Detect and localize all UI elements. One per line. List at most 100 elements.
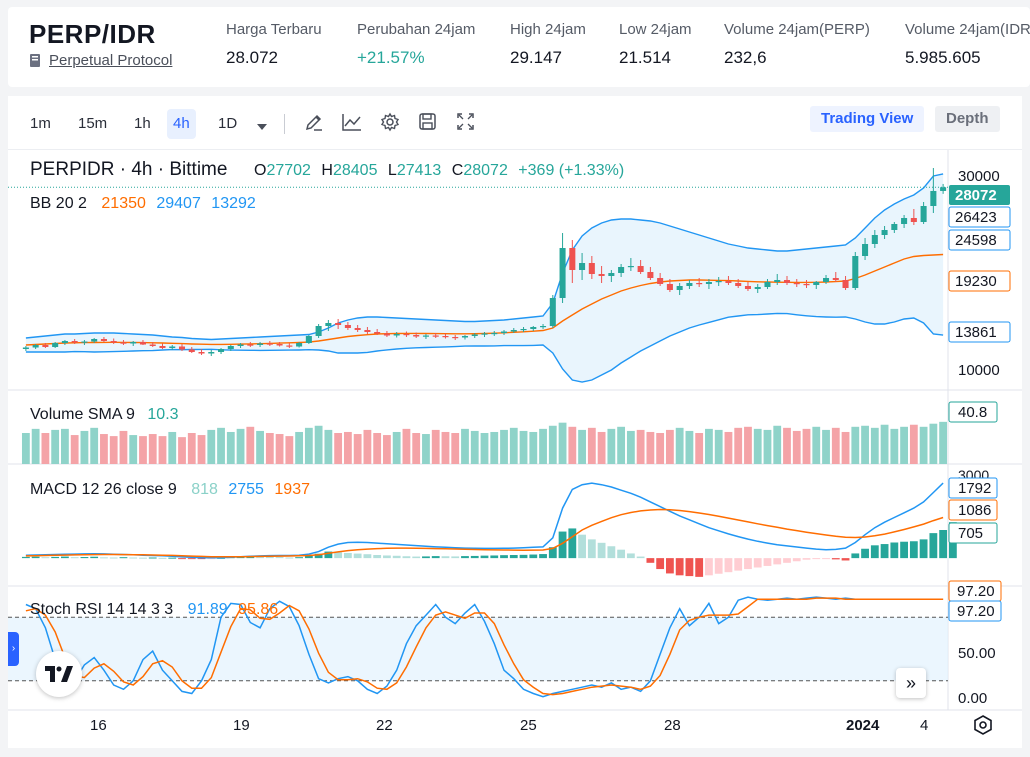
- macd-histogram-bar: [685, 558, 694, 577]
- ohlc-low: 27413: [397, 162, 442, 179]
- time-tick: 28: [664, 717, 681, 734]
- candle-body: [510, 330, 517, 332]
- stoch-tick: 0.00: [958, 690, 987, 707]
- macd-histogram-bar: [451, 556, 460, 559]
- macd-legend-line: 2755: [228, 481, 264, 498]
- trading-view-button[interactable]: Trading View: [810, 106, 925, 132]
- macd-histogram-bar: [402, 556, 411, 559]
- bb-legend: BB 20 2 21350 29407 13292: [30, 195, 256, 212]
- candle-body: [188, 349, 195, 352]
- candle-body: [452, 337, 459, 339]
- depth-button[interactable]: Depth: [935, 106, 1000, 132]
- candle-body: [803, 284, 810, 286]
- candle-body: [393, 334, 400, 336]
- timeframe-1m[interactable]: 1m: [30, 115, 51, 132]
- macd-histogram-bar: [373, 555, 382, 559]
- volume-bar: [919, 426, 928, 464]
- volume-bar: [41, 433, 50, 464]
- volume-bar: [119, 430, 128, 464]
- tradingview-logo[interactable]: [36, 651, 82, 697]
- volume-bar: [500, 429, 508, 464]
- protocol-link[interactable]: Perpetual Protocol: [29, 52, 172, 69]
- chart-settings-icon[interactable]: [972, 714, 994, 741]
- candle-body: [286, 345, 293, 347]
- volume-bar: [665, 429, 674, 464]
- gear-icon[interactable]: [380, 112, 400, 137]
- candle-body: [852, 256, 859, 288]
- volume-bar: [158, 436, 167, 464]
- stat-label: High 24jam: [510, 21, 586, 38]
- candle-body: [364, 330, 371, 332]
- candle-body: [901, 218, 908, 224]
- macd-histogram-bar: [61, 556, 69, 559]
- scroll-to-realtime-button[interactable]: »: [896, 668, 926, 698]
- candle-body: [432, 335, 439, 337]
- volume-bar: [773, 425, 782, 464]
- macd-histogram-bar: [392, 555, 401, 559]
- candle-body: [325, 323, 332, 326]
- time-axis[interactable]: 16 19 22 25 28 2024 4: [90, 717, 928, 734]
- candle-body: [32, 345, 39, 348]
- timeframe-1d[interactable]: 1D: [218, 115, 238, 132]
- volume-bar: [217, 427, 225, 464]
- candle-body: [42, 345, 49, 347]
- volume-bar: [763, 429, 772, 464]
- macd-histogram-bar: [21, 556, 30, 559]
- save-icon[interactable]: [418, 112, 437, 136]
- macd-histogram-bar: [31, 556, 40, 559]
- candle-body: [110, 341, 117, 343]
- chevron-down-icon[interactable]: [256, 118, 268, 136]
- volume-bar: [861, 425, 869, 464]
- candle-body: [569, 248, 576, 270]
- timeframe-4h[interactable]: 4h: [167, 109, 196, 139]
- stat-label: Volume 24jam(IDR): [905, 21, 1030, 38]
- macd-histogram-bar: [343, 552, 352, 559]
- volume-bar: [109, 436, 118, 464]
- macd-histogram-bar: [295, 557, 304, 559]
- timeframe-1h[interactable]: 1h: [134, 115, 151, 132]
- candle-body: [461, 336, 469, 338]
- trading-chart[interactable]: PERPIDR · 4h · Bittime O27702 H28405 L27…: [8, 150, 1022, 748]
- macd-histogram-bar: [197, 558, 206, 560]
- stat-value: +21.57%: [357, 48, 425, 67]
- macd-histogram-bar: [509, 555, 518, 559]
- candle-body: [491, 333, 498, 335]
- timeframe-15m[interactable]: 15m: [78, 115, 108, 132]
- macd-histogram-bar: [70, 557, 79, 559]
- stat-volume-perp: Volume 24jam(PERP) 232,6: [724, 21, 870, 68]
- chart-panel: 1m 15m 1h 4h 1D Trading View Depth: [8, 96, 1022, 748]
- price-tick: 10000: [958, 362, 1000, 379]
- volume-bar: [880, 424, 889, 464]
- expand-sidebar-tab[interactable]: ›: [8, 632, 19, 666]
- candle-body: [657, 278, 664, 284]
- fullscreen-icon[interactable]: [456, 112, 475, 136]
- candle-body: [842, 280, 849, 288]
- volume-bar: [890, 428, 899, 464]
- macd-histogram-bar: [724, 558, 733, 573]
- bb-legend-label: BB 20 2: [30, 195, 87, 212]
- pencil-icon[interactable]: [304, 112, 324, 137]
- candle-body: [178, 346, 186, 350]
- macd-histogram-bar: [100, 557, 108, 559]
- toolbar-divider: [284, 114, 285, 134]
- macd-signal-badge: [948, 499, 998, 521]
- candle-body: [540, 326, 547, 328]
- bollinger-lower-line: [25, 312, 944, 383]
- macd-histogram-bar: [470, 555, 479, 559]
- price-axis[interactable]: 30000 10000 28072 26423 24598 19230 1386…: [948, 168, 1011, 379]
- protocol-name[interactable]: Perpetual Protocol: [49, 52, 173, 69]
- ohlc-close: 28072: [463, 162, 508, 179]
- stat-value: 5.985.605: [905, 48, 981, 67]
- volume-bar: [626, 430, 635, 464]
- line-chart-icon[interactable]: [341, 112, 363, 137]
- volume-bar: [568, 426, 577, 464]
- macd-histogram-bar: [178, 558, 186, 560]
- macd-histogram-bar: [675, 558, 684, 576]
- volume-bar: [705, 428, 713, 464]
- macd-hist-badge: [948, 522, 998, 544]
- candle-body: [422, 335, 429, 337]
- volume-bar: [187, 433, 196, 464]
- macd-histogram-bar: [626, 553, 635, 559]
- volume-bar: [148, 434, 157, 464]
- pair-title: PERP/IDR: [29, 19, 156, 49]
